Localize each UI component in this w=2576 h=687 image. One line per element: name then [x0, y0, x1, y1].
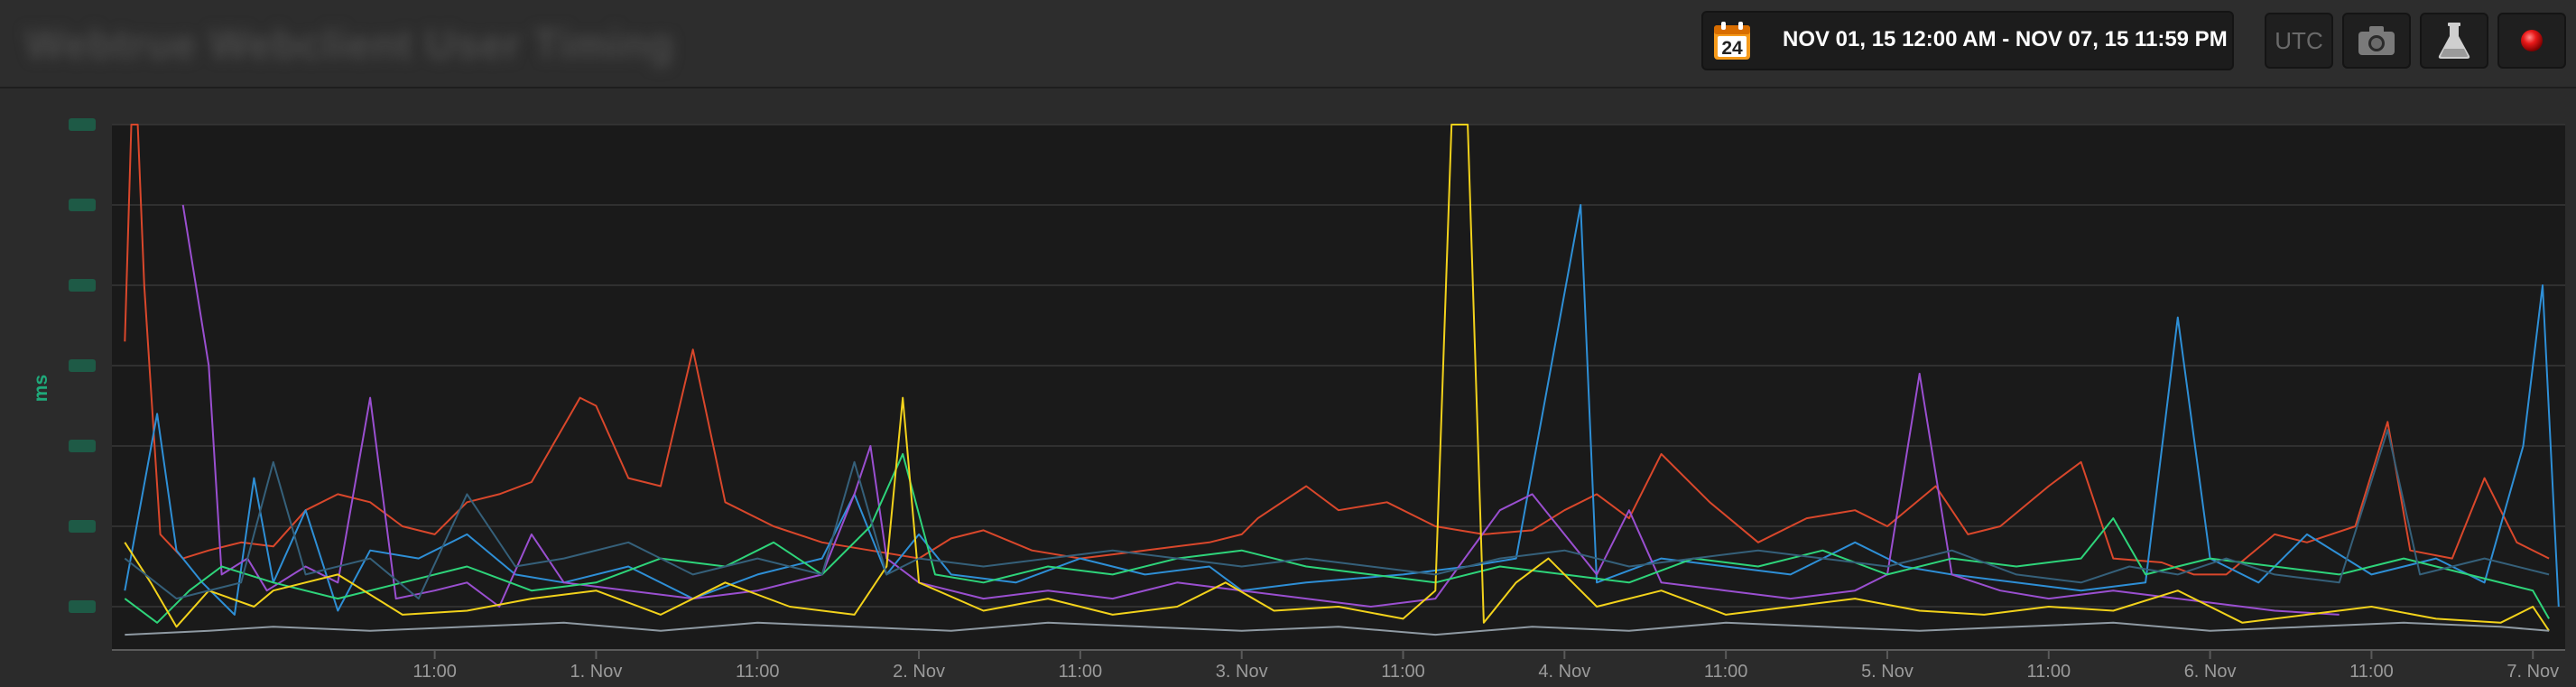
utc-toggle-button[interactable]: UTC [2265, 13, 2333, 69]
series-line-7 [125, 621, 2550, 636]
x-tick-label: 11:00 [1059, 662, 1103, 682]
record-icon [2521, 30, 2543, 51]
x-tick-label: 2. Nov [893, 662, 945, 682]
y-tick-label [69, 440, 96, 452]
x-tick-label: 3. Nov [1216, 662, 1268, 682]
x-tick-label: 11:00 [2027, 662, 2071, 682]
date-range-text: NOV 01, 15 12:00 AM - NOV 07, 15 11:59 P… [1783, 27, 2228, 51]
calendar-day: 24 [1721, 38, 1743, 59]
series-line-3 [181, 204, 2340, 616]
y-tick-label [69, 199, 96, 211]
y-tick-label [69, 279, 96, 292]
y-tick-label [69, 118, 96, 131]
x-tick-label: 5. Nov [1861, 662, 1913, 682]
page-title: Webtrue Webclient User Timing [25, 21, 675, 68]
record-button[interactable] [2497, 13, 2566, 69]
series-line-2 [124, 204, 2560, 616]
line-chart: 11:00 1. Nov 11:00 2. Nov 11:00 3. Nov 11:00 4.… [31, 118, 2565, 682]
x-tick-label: 6. Nov [2184, 662, 2237, 682]
x-tick-label: 1. Nov [570, 662, 623, 682]
x-tick-label: 7. Nov [2507, 662, 2559, 682]
series-layer [124, 124, 2560, 636]
x-tick-label: 11:00 [1704, 662, 1748, 682]
top-bar: Webtrue Webclient User Timing 24 NOV 01,… [0, 0, 2576, 88]
y-tick-label [69, 520, 96, 533]
date-range-picker[interactable]: 24 NOV 01, 15 12:00 AM - NOV 07, 15 11:5… [1701, 11, 2234, 70]
utc-label: UTC [2275, 26, 2323, 54]
series-line-1 [124, 124, 2550, 576]
x-tick-label: 4. Nov [1538, 662, 1590, 682]
series-line-6 [124, 429, 2550, 600]
x-tick-label: 11:00 [412, 662, 457, 682]
series-line-5 [124, 124, 2550, 632]
series-line-4 [124, 452, 2550, 624]
y-axis-label: ms [31, 375, 51, 402]
x-tick-label: 11:00 [1381, 662, 1425, 682]
chart-area: 11:00 1. Nov 11:00 2. Nov 11:00 3. Nov 11:00 4.… [0, 88, 2576, 682]
calendar-icon: 24 [1714, 22, 1750, 60]
flask-icon [2438, 23, 2470, 59]
snapshot-button[interactable] [2342, 13, 2411, 69]
x-tick-label: 11:00 [2349, 662, 2394, 682]
camera-icon [2358, 26, 2395, 55]
x-tick-label: 11:00 [736, 662, 780, 682]
x-axis-ticks: 11:00 1. Nov 11:00 2. Nov 11:00 3. Nov 11:00 4.… [412, 650, 2559, 682]
y-axis-ticks [69, 118, 96, 613]
lab-button[interactable] [2420, 13, 2488, 69]
y-tick-label [69, 359, 96, 372]
y-tick-label [69, 600, 96, 613]
